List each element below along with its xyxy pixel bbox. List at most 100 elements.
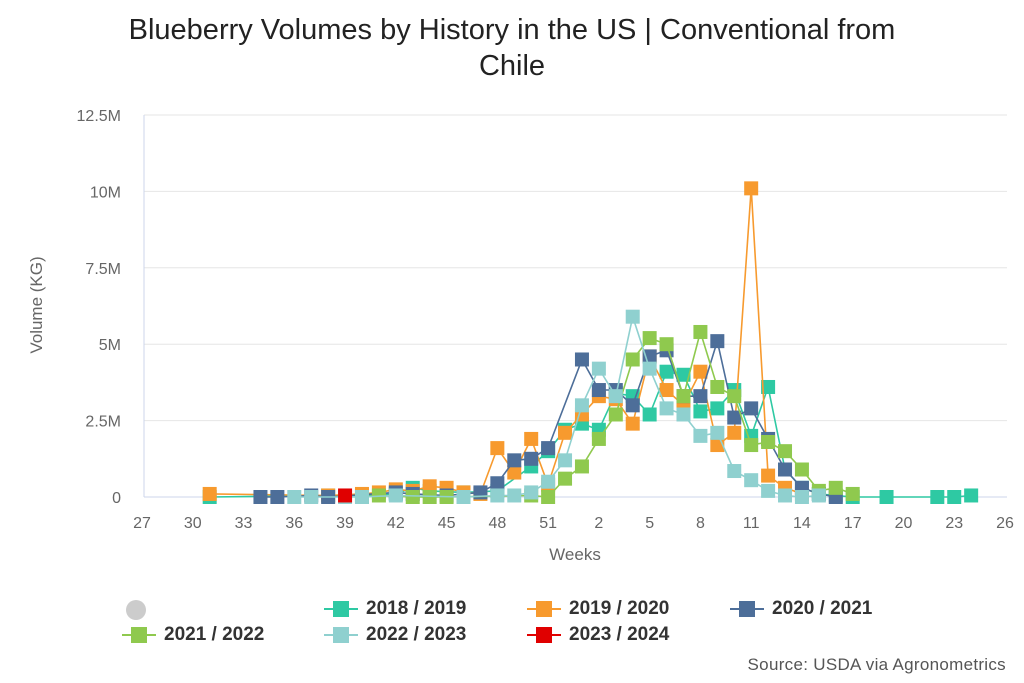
chart-title-line-2: Chile bbox=[478, 50, 546, 82]
data-point bbox=[710, 425, 725, 440]
data-point bbox=[744, 181, 759, 196]
legend-symbol-icon bbox=[527, 599, 561, 619]
legend-label: 2021 / 2022 bbox=[164, 624, 265, 645]
data-point bbox=[338, 488, 353, 503]
data-point bbox=[845, 486, 860, 501]
data-point bbox=[693, 404, 708, 419]
data-point bbox=[524, 451, 539, 466]
data-point bbox=[778, 488, 793, 503]
data-point bbox=[608, 407, 623, 422]
data-point bbox=[608, 389, 623, 404]
chart-title: Blueberry Volumes by History in the US |… bbox=[0, 12, 1024, 84]
data-point bbox=[744, 438, 759, 453]
y-tick-label: 10M bbox=[90, 184, 121, 201]
data-point bbox=[625, 352, 640, 367]
data-point bbox=[659, 337, 674, 352]
data-point bbox=[591, 383, 606, 398]
legend-label: 2023 / 2024 bbox=[569, 624, 670, 645]
data-point bbox=[642, 331, 657, 346]
data-point bbox=[693, 428, 708, 443]
data-point bbox=[710, 401, 725, 416]
data-point bbox=[202, 486, 217, 501]
legend-item-2019-2020[interactable]: 2019 / 2020 bbox=[527, 598, 669, 620]
source-note: Source: USDA via Agronometrics bbox=[747, 655, 1006, 674]
data-point bbox=[456, 490, 471, 504]
legend-symbol-icon bbox=[122, 625, 156, 645]
data-point bbox=[558, 471, 573, 486]
legend-item-2022-2023[interactable]: 2022 / 2023 bbox=[324, 624, 466, 646]
data-point bbox=[727, 425, 742, 440]
data-point bbox=[659, 364, 674, 379]
data-point bbox=[490, 441, 505, 456]
data-point bbox=[574, 398, 589, 413]
data-point bbox=[558, 425, 573, 440]
data-point bbox=[794, 462, 809, 477]
x-tick-label: 8 bbox=[696, 515, 705, 532]
data-point bbox=[473, 485, 488, 500]
data-point bbox=[710, 379, 725, 394]
x-axis: 27 30 33 36 39 42 45 48 51 2 5 8 11 14 17 20 23 26 bbox=[133, 515, 1014, 532]
data-point bbox=[354, 490, 369, 504]
x-tick-label: 42 bbox=[387, 515, 405, 532]
data-point bbox=[693, 364, 708, 379]
y-tick-label: 7.5M bbox=[85, 261, 121, 278]
x-tick-label: 36 bbox=[285, 515, 303, 532]
reset-zoom-icon[interactable] bbox=[126, 600, 146, 620]
data-point bbox=[524, 431, 539, 446]
data-point bbox=[659, 401, 674, 416]
y-tick-label: 12.5M bbox=[77, 108, 121, 125]
data-point bbox=[693, 389, 708, 404]
data-point bbox=[591, 431, 606, 446]
x-tick-label: 33 bbox=[235, 515, 253, 532]
x-tick-label: 20 bbox=[895, 515, 913, 532]
data-point bbox=[879, 490, 894, 504]
data-point bbox=[811, 488, 826, 503]
data-point bbox=[761, 483, 776, 498]
data-point bbox=[744, 401, 759, 416]
data-point bbox=[490, 488, 505, 503]
data-point bbox=[388, 488, 403, 503]
series-2021-2022 bbox=[354, 324, 860, 504]
legend-marker bbox=[333, 627, 349, 643]
data-point bbox=[727, 389, 742, 404]
data-point bbox=[287, 490, 302, 504]
data-point bbox=[405, 490, 420, 504]
data-point bbox=[541, 474, 556, 489]
data-point bbox=[625, 416, 640, 431]
data-point bbox=[507, 453, 522, 468]
data-point bbox=[778, 444, 793, 459]
legend-item-2018-2019[interactable]: 2018 / 2019 bbox=[324, 598, 466, 620]
data-point bbox=[676, 367, 691, 382]
data-point bbox=[744, 473, 759, 488]
y-tick-label: 0 bbox=[112, 490, 121, 507]
series-group bbox=[202, 181, 979, 504]
x-tick-label: 17 bbox=[844, 515, 862, 532]
legend-item-2021-2022[interactable]: 2021 / 2022 bbox=[122, 624, 264, 646]
legend-marker bbox=[131, 627, 147, 643]
data-point bbox=[930, 490, 945, 504]
grid-lines bbox=[143, 114, 1007, 498]
legend-label: 2018 / 2019 bbox=[366, 598, 467, 619]
data-point bbox=[964, 488, 979, 503]
legend-label: 2020 / 2021 bbox=[772, 598, 873, 619]
x-tick-label: 11 bbox=[743, 515, 760, 532]
data-point bbox=[507, 465, 522, 480]
legend-marker bbox=[536, 601, 552, 617]
x-axis-label: Weeks bbox=[549, 545, 601, 564]
data-point bbox=[625, 309, 640, 324]
chart-title-line-1: Blueberry Volumes by History in the US |… bbox=[128, 14, 896, 46]
data-point bbox=[794, 490, 809, 504]
x-tick-label: 23 bbox=[945, 515, 963, 532]
legend-symbol-icon bbox=[527, 625, 561, 645]
y-tick-label: 5M bbox=[99, 337, 121, 354]
data-point bbox=[778, 462, 793, 477]
x-tick-label: 30 bbox=[184, 515, 202, 532]
legend-marker bbox=[536, 627, 552, 643]
data-point bbox=[727, 410, 742, 425]
y-tick-label: 2.5M bbox=[85, 414, 121, 431]
legend-item-2020-2021[interactable]: 2020 / 2021 bbox=[730, 598, 872, 620]
legend-item-2023-2024[interactable]: 2023 / 2024 bbox=[527, 624, 669, 646]
x-tick-label: 27 bbox=[133, 515, 151, 532]
x-tick-label: 14 bbox=[793, 515, 811, 532]
